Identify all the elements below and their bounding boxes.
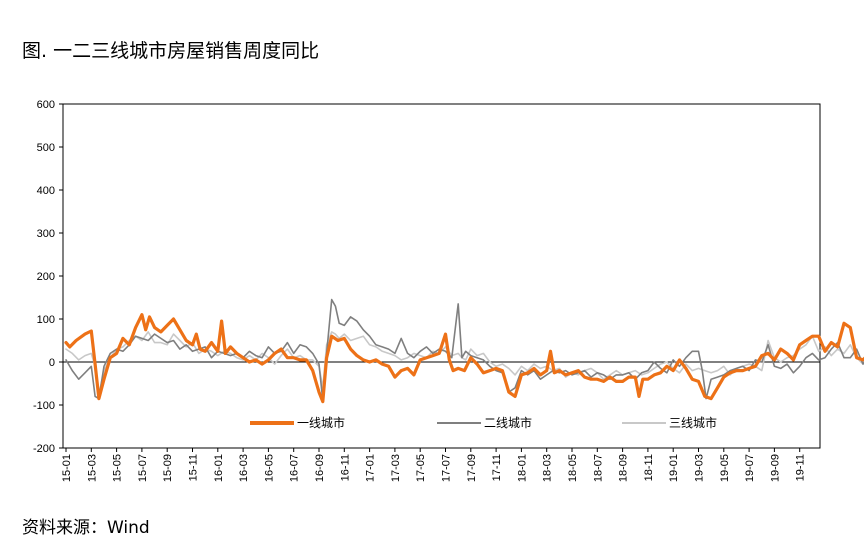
x-tick-label: 18-03 bbox=[542, 454, 554, 482]
series-layer bbox=[64, 298, 864, 404]
x-tick-label: 19-01 bbox=[668, 454, 680, 482]
x-tick-label: 18-07 bbox=[592, 454, 604, 482]
x-tick-label: 15-03 bbox=[86, 454, 98, 482]
y-tick-label: 600 bbox=[37, 99, 55, 111]
x-tick-label: 15-07 bbox=[137, 454, 149, 482]
x-tick-label: 17-01 bbox=[365, 454, 377, 482]
x-tick-label: 19-09 bbox=[769, 454, 781, 482]
x-tick-label: 18-05 bbox=[567, 454, 579, 482]
x-tick-label: 19-03 bbox=[694, 454, 706, 482]
legend-label-2: 二线城市 bbox=[484, 415, 532, 430]
x-tick-label: 18-11 bbox=[643, 454, 655, 481]
x-tick-label: 16-09 bbox=[314, 454, 326, 482]
y-tick-label: 100 bbox=[37, 314, 55, 326]
x-tick-label: 16-11 bbox=[339, 454, 351, 481]
x-tick-label: 17-03 bbox=[390, 454, 402, 482]
x-tick-label: 15-11 bbox=[188, 454, 200, 481]
y-tick-label: -200 bbox=[33, 443, 55, 455]
x-tick-label: 15-09 bbox=[162, 454, 174, 482]
x-tick-label: 16-07 bbox=[289, 454, 301, 482]
chart-title: 图. 一二三线城市房屋销售周度同比 bbox=[22, 40, 320, 62]
series-line-3 bbox=[65, 331, 864, 396]
x-tick-label: 17-09 bbox=[466, 454, 478, 482]
x-tick-label: 19-11 bbox=[795, 454, 807, 481]
y-tick-label: 200 bbox=[37, 271, 55, 283]
y-tick-label: 400 bbox=[37, 185, 55, 197]
x-tick-label: 18-01 bbox=[516, 454, 528, 482]
x-tick-label: 17-07 bbox=[441, 454, 453, 482]
x-tick-label: 18-09 bbox=[618, 454, 630, 482]
x-tick-label: 19-07 bbox=[744, 454, 756, 482]
x-axis: 15-01 15-03 15-05 15-07 15-09 15-11 16-01 16-03… bbox=[61, 448, 807, 482]
y-tick-label: 0 bbox=[49, 357, 55, 369]
x-tick-label: 15-05 bbox=[112, 454, 124, 482]
series-line-1 bbox=[64, 313, 864, 404]
x-tick-label: 16-01 bbox=[213, 454, 225, 482]
x-tick-label: 19-05 bbox=[719, 454, 731, 482]
x-tick-label: 17-11 bbox=[491, 454, 503, 481]
series-line-2 bbox=[65, 298, 864, 402]
y-tick-label: 300 bbox=[37, 228, 55, 240]
x-tick-label: 16-05 bbox=[263, 454, 275, 482]
x-tick-label: 15-01 bbox=[61, 454, 73, 482]
source-note: 资料来源：Wind bbox=[22, 518, 150, 538]
y-axis: 600 500 400 300 200 100 0 -100 -200 bbox=[33, 99, 63, 455]
y-tick-label: 500 bbox=[37, 142, 55, 154]
legend-label-3: 三线城市 bbox=[669, 415, 717, 430]
legend: 一线城市 二线城市 三线城市 bbox=[250, 415, 717, 430]
x-tick-label: 16-03 bbox=[238, 454, 250, 482]
x-tick-label: 17-05 bbox=[415, 454, 427, 482]
legend-label-1: 一线城市 bbox=[297, 415, 345, 430]
y-tick-label: -100 bbox=[33, 400, 55, 412]
